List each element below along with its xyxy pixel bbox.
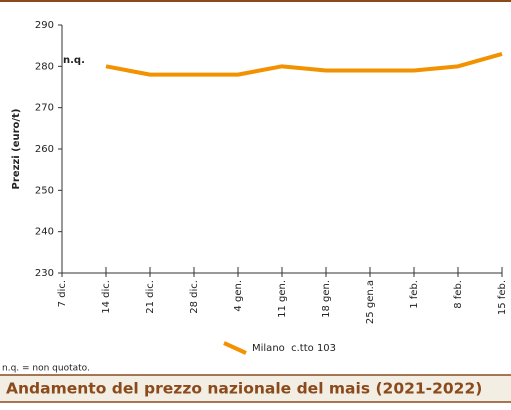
y-tick-label: 280 [35,61,54,72]
annotation: n.q. [63,55,85,66]
title-band [0,375,511,402]
x-tick-label: 18 gen. [321,280,332,318]
chart-title: Andamento del prezzo nazionale del mais … [6,380,482,398]
x-tick-label: 7 dic. [57,280,68,307]
legend-label: Milano c.tto 103 [252,343,336,354]
x-tick-label: 14 dic. [101,280,112,314]
x-tick-label: 21 dic. [145,280,156,314]
footnote: n.q. = non quotato. [2,364,90,374]
y-tick-label: 230 [35,268,54,279]
y-tick-label: 250 [35,185,54,196]
x-tick-label: 28 dic. [189,280,200,314]
x-tick-label: 15 feb. [497,280,508,315]
y-tick-label: 240 [35,227,54,238]
x-tick-label: 25 gen.a [365,280,376,324]
x-tick-label: 4 gen. [233,280,244,312]
x-tick-label: 11 gen. [277,280,288,318]
legend-swatch [223,341,247,355]
y-tick-label: 270 [35,103,54,114]
x-tick-label: 8 feb. [453,280,464,309]
x-tick-label: 1 feb. [409,280,420,309]
y-tick-label: 290 [35,20,54,31]
y-tick-label: 260 [35,144,54,155]
series-line [105,52,503,77]
y-axis-label: Prezzi (euro/t) [11,109,22,190]
